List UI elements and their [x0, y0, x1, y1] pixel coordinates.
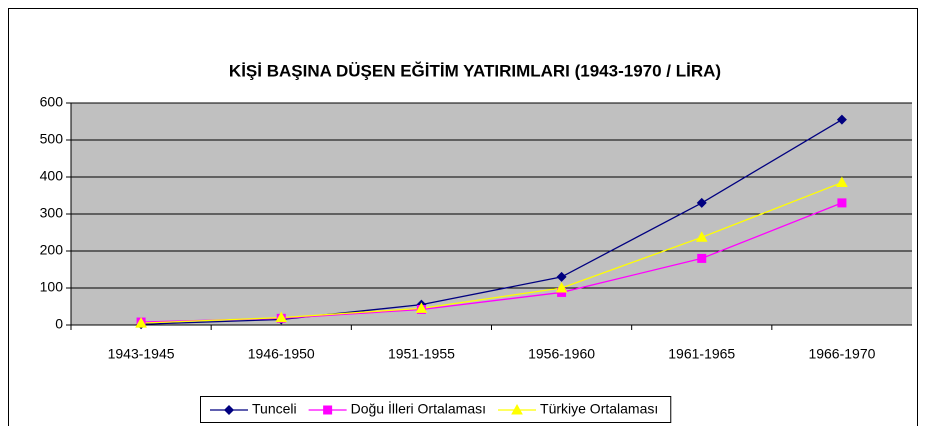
- marker: [695, 231, 708, 242]
- marker: [135, 317, 147, 328]
- y-tick-label: 500: [40, 131, 64, 147]
- legend-label: Türkiye Ortalaması: [540, 401, 658, 417]
- y-tick-label: 100: [40, 279, 64, 295]
- x-tick-label: 1966-1970: [808, 346, 875, 362]
- y-tick-label: 600: [40, 94, 64, 110]
- marker: [696, 197, 707, 208]
- marker: [555, 281, 568, 293]
- line: [141, 119, 843, 325]
- marker: [511, 403, 523, 415]
- chart-title: KİŞİ BAŞINA DÜŞEN EĞİTİM YATIRIMLARI (19…: [229, 61, 721, 80]
- marker: [224, 405, 234, 415]
- x-tick-label: 1951-1955: [388, 346, 455, 362]
- marker: [837, 198, 847, 208]
- y-tick-label: 400: [40, 168, 64, 184]
- marker: [556, 271, 567, 282]
- line: [141, 181, 843, 324]
- marker: [836, 114, 847, 125]
- legend-label: Doğu İlleri Ortalaması: [351, 400, 486, 417]
- x-tick-label: 1946-1950: [248, 346, 315, 362]
- x-tick-label: 1961-1965: [668, 346, 735, 362]
- marker: [323, 405, 333, 415]
- marker: [275, 311, 288, 323]
- y-tick-label: 0: [55, 316, 63, 332]
- legend-label: Tunceli: [252, 401, 297, 417]
- legend: [200, 396, 672, 423]
- y-tick-label: 300: [40, 205, 64, 221]
- y-tick-label: 200: [40, 242, 64, 258]
- marker: [836, 176, 848, 188]
- marker: [415, 302, 428, 313]
- x-tick-label: 1943-1945: [108, 346, 175, 362]
- marker: [697, 253, 707, 263]
- x-tick-label: 1956-1960: [528, 346, 595, 362]
